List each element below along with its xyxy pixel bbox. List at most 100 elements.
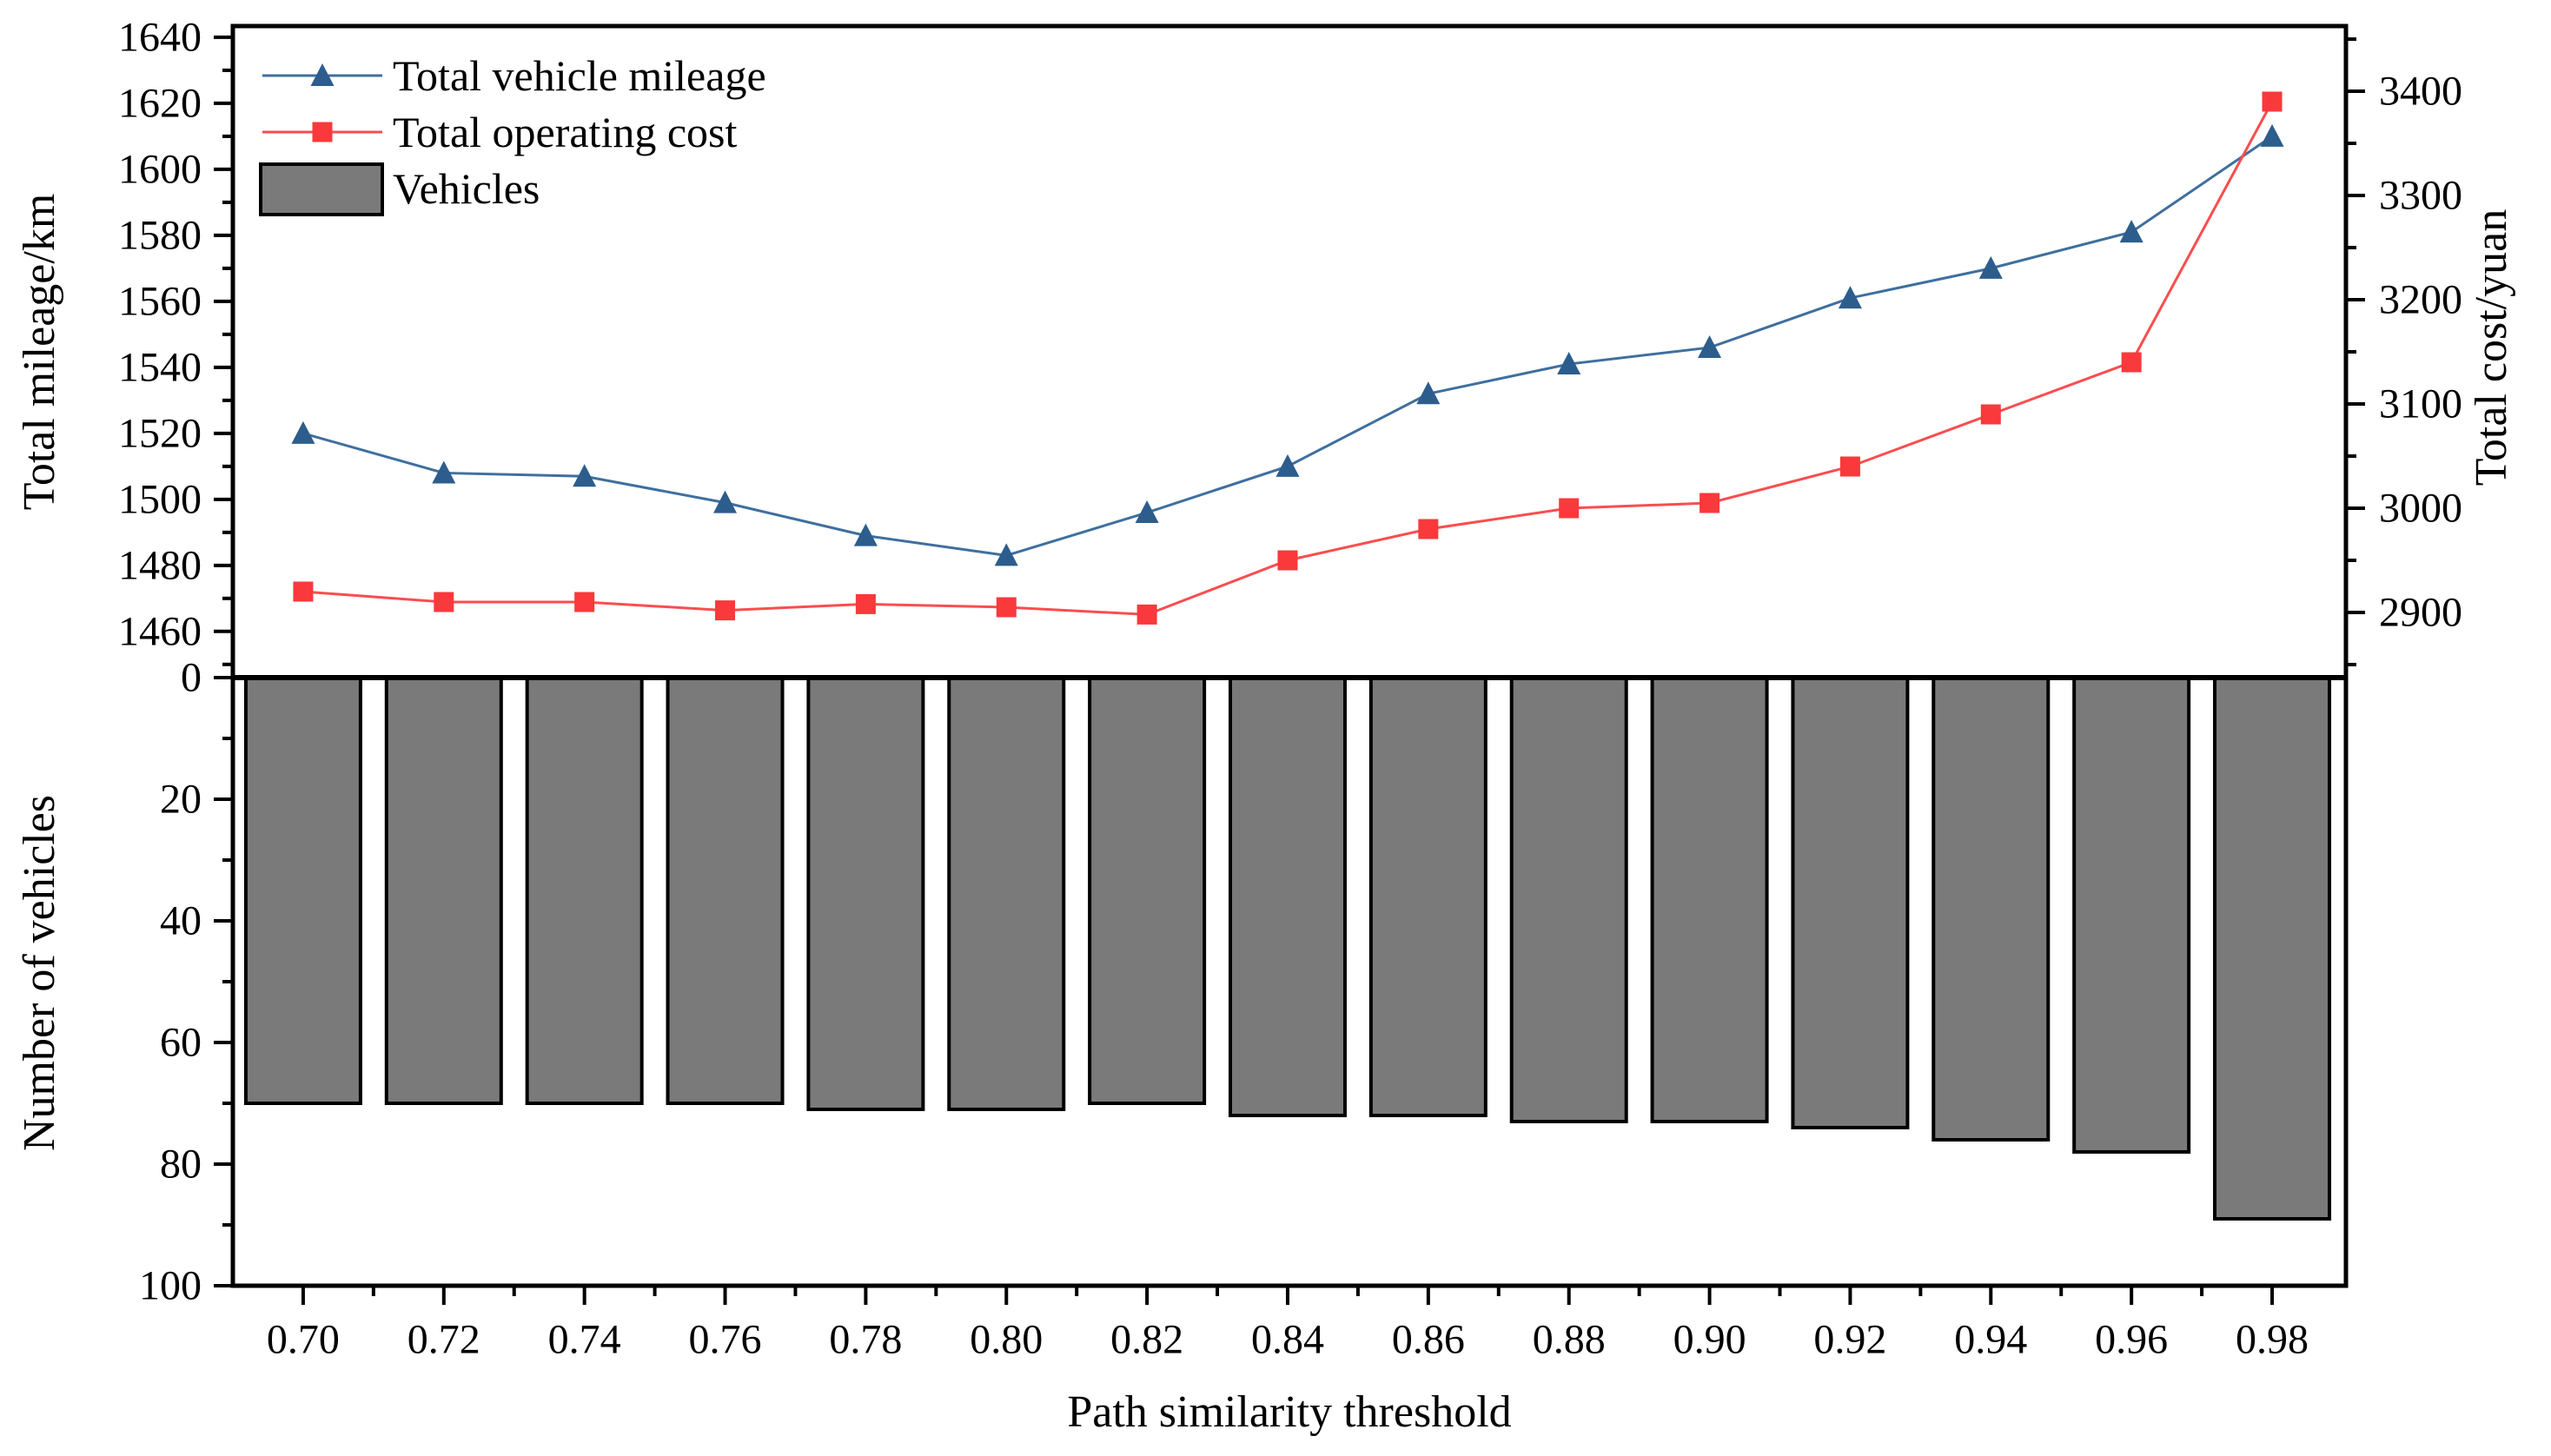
x-tick-label: 0.72 <box>407 1317 480 1363</box>
bar <box>243 676 362 1105</box>
bar <box>666 676 785 1105</box>
cost-line-series <box>293 91 2283 625</box>
square-marker <box>1418 519 1439 539</box>
square-marker <box>434 592 454 612</box>
square-marker <box>2121 352 2142 373</box>
x-tick-label: 0.92 <box>1813 1317 1886 1363</box>
right-tick-label: 3200 <box>2379 277 2462 323</box>
triangle-marker <box>853 523 878 546</box>
triangle-marker <box>573 464 597 487</box>
triangle-marker <box>1135 500 1159 524</box>
left-bottom-axis-title: Number of vehicles <box>15 795 64 1151</box>
triangle-marker <box>1838 286 1862 309</box>
triangle-marker <box>1416 381 1441 405</box>
mileage-line-series <box>291 123 2284 566</box>
square-marker <box>715 600 736 621</box>
left-top-tick-label: 1460 <box>118 608 202 654</box>
left-top-tick-label: 1480 <box>118 542 202 588</box>
series-layer <box>291 91 2284 625</box>
left-top-tick-label: 1580 <box>118 212 202 258</box>
square-marker <box>1277 550 1298 571</box>
square-marker <box>574 592 595 612</box>
triangle-marker <box>310 63 335 86</box>
square-marker <box>293 581 314 602</box>
x-axis-title: Path similarity threshold <box>1067 1387 1511 1437</box>
x-tick-label: 0.80 <box>970 1317 1043 1363</box>
legend-label-mileage: Total vehicle mileage <box>393 51 766 100</box>
square-marker <box>996 597 1017 618</box>
series-line <box>302 135 2273 557</box>
triangle-marker <box>994 543 1018 566</box>
bar <box>1088 676 1207 1105</box>
left-top-tick-label: 1600 <box>118 146 202 192</box>
legend-label-cost: Total operating cost <box>393 108 737 156</box>
x-tick-label: 0.86 <box>1392 1317 1465 1363</box>
legend-markers <box>259 63 384 216</box>
right-tick-label: 3300 <box>2379 173 2462 219</box>
left-bottom-tick-label: 40 <box>160 898 202 944</box>
bar <box>1228 676 1347 1117</box>
x-tick-label: 0.90 <box>1673 1317 1746 1363</box>
legend-bar-swatch <box>259 162 384 216</box>
triangle-marker <box>713 490 738 513</box>
right-tick-label: 3100 <box>2379 381 2462 427</box>
series-line <box>302 101 2274 616</box>
x-tick-label: 0.74 <box>548 1317 621 1363</box>
left-top-tick-label: 1500 <box>118 476 202 522</box>
left-top-tick-label: 1560 <box>118 278 202 324</box>
square-marker <box>312 122 333 142</box>
left-top-tick-label: 1640 <box>118 14 202 60</box>
ticks-layer <box>214 35 2365 1305</box>
tick-labels-layer: 1460 1480 1500 1520 1540 1560 1580 1600 1620 1640… <box>118 14 2462 1362</box>
square-marker <box>1700 493 1720 513</box>
bar <box>2072 676 2191 1154</box>
left-bottom-tick-label: 20 <box>160 777 202 823</box>
left-top-axis-title: Total mileage/km <box>15 194 64 511</box>
right-tick-label: 3400 <box>2379 69 2462 115</box>
triangle-marker <box>2260 123 2284 147</box>
bar <box>1791 676 1910 1129</box>
bar <box>1509 676 1628 1123</box>
bar <box>1650 676 1769 1123</box>
triangle-marker <box>1276 453 1300 477</box>
x-tick-label: 0.88 <box>1533 1317 1606 1363</box>
bar <box>806 676 925 1111</box>
left-bottom-tick-label: 80 <box>160 1142 202 1188</box>
x-tick-label: 0.96 <box>2095 1317 2168 1363</box>
triangle-marker <box>432 460 456 484</box>
x-tick-label: 0.78 <box>829 1317 902 1363</box>
bar <box>1368 676 1488 1117</box>
triangle-marker <box>1978 255 2003 279</box>
x-tick-label: 0.98 <box>2236 1317 2309 1363</box>
right-tick-label: 3000 <box>2379 486 2462 532</box>
left-bottom-tick-label: 0 <box>181 655 202 701</box>
bar <box>2213 676 2332 1221</box>
left-bottom-tick-label: 100 <box>139 1263 202 1309</box>
bar <box>1931 676 2051 1142</box>
triangle-marker <box>1698 335 1722 359</box>
x-tick-label: 0.70 <box>267 1317 340 1363</box>
square-marker <box>1980 404 2001 425</box>
square-marker <box>855 593 876 614</box>
left-bottom-tick-label: 60 <box>160 1020 202 1066</box>
bar <box>947 676 1066 1111</box>
x-tick-label: 0.94 <box>1954 1317 2027 1363</box>
left-top-tick-label: 1620 <box>118 80 202 126</box>
triangle-marker <box>2119 220 2144 243</box>
x-tick-label: 0.76 <box>689 1317 762 1363</box>
triangle-marker <box>291 420 315 444</box>
square-marker <box>1559 498 1580 519</box>
square-marker <box>1839 456 1860 477</box>
bar <box>525 676 644 1105</box>
x-tick-label: 0.84 <box>1251 1317 1324 1363</box>
triangle-marker <box>1557 352 1581 375</box>
left-top-tick-label: 1540 <box>118 344 202 390</box>
right-tick-label: 2900 <box>2379 590 2462 636</box>
x-tick-label: 0.82 <box>1110 1317 1183 1363</box>
legend-label-vehicles: Vehicles <box>393 164 540 213</box>
axis-titles: Total mileage/km Total cost/yuan Number … <box>15 194 2516 1437</box>
right-axis-title: Total cost/yuan <box>2467 209 2516 486</box>
legend: Total vehicle mileage Total operating co… <box>259 51 766 216</box>
